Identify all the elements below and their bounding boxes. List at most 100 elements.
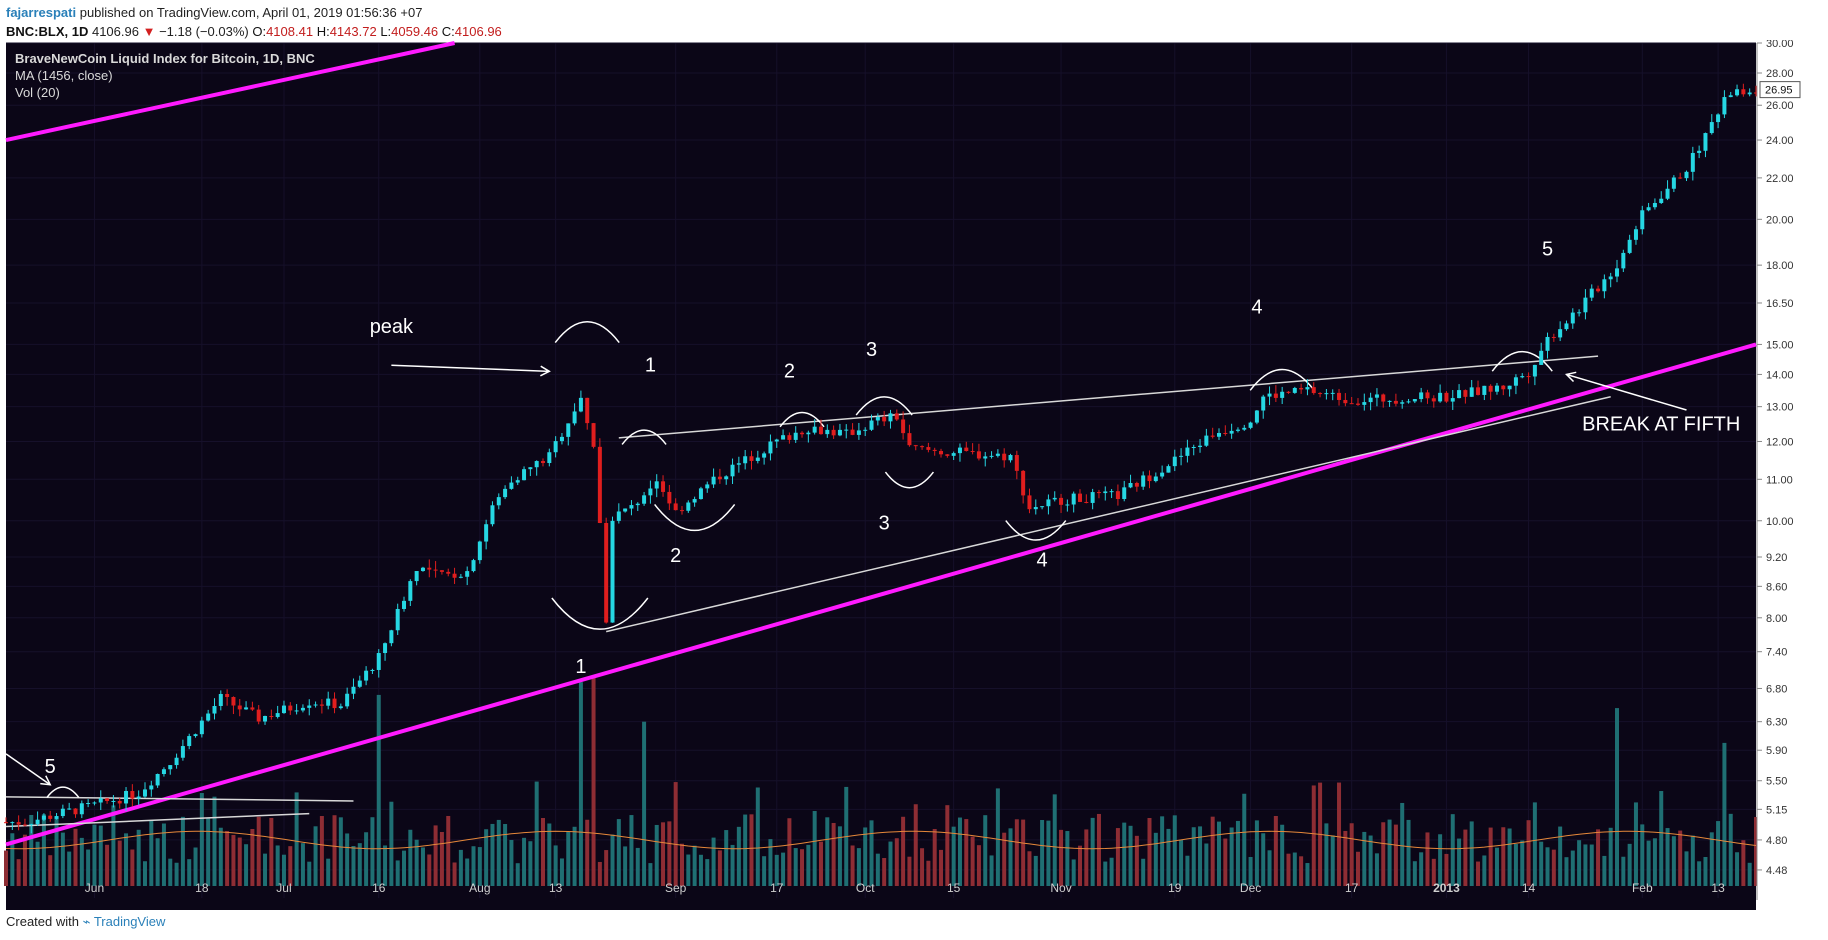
volume-bar <box>402 850 407 886</box>
volume-bar <box>288 846 293 886</box>
volume-bar <box>585 819 590 886</box>
volume-bar <box>705 859 710 886</box>
volume-bar <box>275 845 280 886</box>
candle-body <box>692 499 697 503</box>
candle-body <box>1735 89 1740 96</box>
volume-bar <box>736 826 741 886</box>
candle-body <box>642 495 647 504</box>
candle-body <box>155 774 160 786</box>
candle-body <box>1488 385 1493 392</box>
candle-body <box>244 707 249 710</box>
tradingview-logo-icon[interactable]: ⌁ <box>82 914 91 929</box>
candle-body <box>187 736 192 747</box>
candle-body <box>635 503 640 506</box>
candle-body <box>888 413 893 422</box>
high-value: 4143.72 <box>329 24 377 39</box>
candle-body <box>610 520 615 623</box>
volume-bar <box>124 833 129 886</box>
candle-body <box>1223 432 1228 434</box>
volume-bar <box>1444 853 1449 886</box>
candle-body <box>1324 393 1329 395</box>
volume-bar <box>888 841 893 886</box>
annotation-label: 2 <box>670 545 681 567</box>
candle-body <box>597 446 602 523</box>
author-link[interactable]: fajarrespati <box>6 5 77 20</box>
volume-bar <box>98 825 103 886</box>
volume-bar <box>1703 857 1708 886</box>
candle-body <box>465 571 470 577</box>
volume-bar <box>130 849 135 886</box>
candle-body <box>661 481 666 492</box>
candle-body <box>67 808 72 810</box>
volume-bar <box>10 833 15 886</box>
footer-brand[interactable]: TradingView <box>93 914 166 929</box>
volume-bar <box>1627 843 1632 886</box>
volume-bar <box>1273 815 1278 886</box>
time-axis-background[interactable] <box>6 900 1756 910</box>
candle-body <box>1665 188 1670 199</box>
time-tick-label: 15 <box>947 881 961 895</box>
volume-bar <box>16 859 21 886</box>
candle-body <box>117 800 122 804</box>
volume-bar <box>547 823 552 886</box>
candle-body <box>1608 276 1613 280</box>
volume-bar <box>597 861 602 886</box>
candle-body <box>105 798 110 801</box>
volume-bar <box>79 837 84 886</box>
candle-body <box>1678 177 1683 179</box>
open-value: 4108.41 <box>266 24 314 39</box>
volume-bar <box>1337 782 1342 886</box>
volume-bar <box>92 824 97 886</box>
volume-bar <box>698 854 703 886</box>
annotation-label: 4 <box>1251 297 1262 319</box>
candle-body <box>484 524 489 542</box>
volume-bar <box>1040 819 1045 886</box>
volume-bar <box>755 787 760 886</box>
candle-body <box>1109 491 1114 493</box>
candle-body <box>1368 397 1373 403</box>
annotation-label: 4 <box>1037 550 1048 572</box>
candle-body <box>648 488 653 496</box>
candle-body <box>1419 392 1424 400</box>
volume-bar <box>837 826 842 886</box>
candle-body <box>1273 393 1278 398</box>
volume-bar <box>515 863 520 886</box>
volume-bar <box>673 782 678 886</box>
volume-bar <box>1741 840 1746 886</box>
volume-bar <box>54 817 59 886</box>
candle-body <box>882 417 887 422</box>
volume-bar <box>1261 833 1266 886</box>
candle-body <box>629 505 634 509</box>
candle-body <box>218 693 223 707</box>
candle-body <box>1716 114 1721 123</box>
volume-bar <box>806 844 811 886</box>
header-line-2: BNC:BLX, 1D 4106.96 ▼ −1.18 (−0.03%) O:4… <box>6 22 502 41</box>
header-line-1: fajarrespati published on TradingView.co… <box>6 3 502 22</box>
candle-body <box>149 785 154 790</box>
price-tick-label: 16.50 <box>1766 298 1794 310</box>
candle-body <box>578 397 583 412</box>
candle-body <box>4 822 8 824</box>
volume-bar <box>800 849 805 886</box>
candle-body <box>503 488 508 498</box>
candlesticks <box>4 83 1758 834</box>
low-value: 4059.46 <box>391 24 439 39</box>
candle-body <box>1570 312 1575 324</box>
price-tick-label: 10.00 <box>1766 516 1794 528</box>
price-tick-label: 8.60 <box>1766 581 1787 593</box>
volume-bar <box>534 781 539 886</box>
time-tick-label: Nov <box>1050 881 1071 895</box>
volume-bar <box>951 826 956 886</box>
volume-bar <box>1299 856 1304 886</box>
candle-body <box>1425 392 1430 399</box>
left-arrow <box>5 753 51 786</box>
candle-body <box>10 822 15 824</box>
candle-body <box>1577 312 1582 314</box>
volume-bar <box>1665 828 1670 886</box>
price-axis-background[interactable] <box>1757 43 1828 900</box>
candle-body <box>1299 387 1304 390</box>
candle-body <box>781 435 786 440</box>
volume-bar <box>667 821 672 886</box>
volume-bar <box>875 853 880 886</box>
